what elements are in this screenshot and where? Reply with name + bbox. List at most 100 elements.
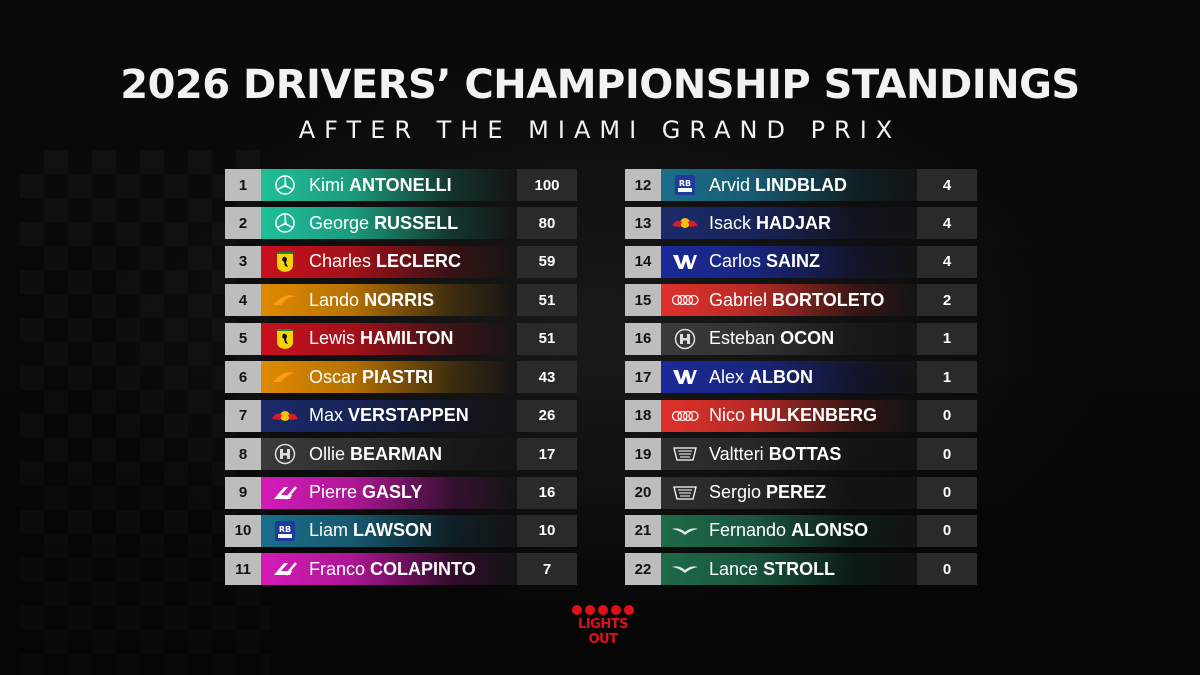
brand-wordmark: LIGHTS OUT xyxy=(578,617,628,647)
position-number: 17 xyxy=(625,361,661,394)
standings-row: 13 Isack HADJAR 4 xyxy=(625,207,977,240)
driver-cell: Lewis HAMILTON xyxy=(261,322,517,355)
driver-last-name: ALBON xyxy=(749,366,814,387)
standings-row: 16 Esteban OCON 1 xyxy=(625,322,977,355)
driver-first-name: George xyxy=(309,212,370,233)
driver-first-name: Max xyxy=(309,405,344,426)
driver-name: Fernando ALONSO xyxy=(709,520,868,541)
driver-first-name: Kimi xyxy=(309,174,344,195)
driver-name: Nico HULKENBERG xyxy=(709,405,877,426)
driver-name: Ollie BEARMAN xyxy=(309,444,442,465)
points-value: 26 xyxy=(517,399,577,432)
racing-bulls-icon: RB xyxy=(671,174,699,196)
points-value: 0 xyxy=(917,553,977,586)
position-number: 10 xyxy=(225,514,261,547)
driver-cell: Lance STROLL xyxy=(661,553,917,586)
mclaren-swoosh-icon xyxy=(271,289,299,311)
points-value: 80 xyxy=(517,207,577,240)
points-value: 10 xyxy=(517,514,577,547)
standings-row: 12 RB Arvid LINDBLAD 4 xyxy=(625,169,977,201)
driver-last-name: GASLY xyxy=(362,482,423,502)
driver-name: Esteban OCON xyxy=(709,328,834,349)
driver-cell: Charles LECLERC xyxy=(261,245,517,278)
position-number: 2 xyxy=(225,207,261,240)
position-number: 21 xyxy=(625,514,661,547)
mclaren-swoosh-icon xyxy=(271,366,299,388)
position-number: 13 xyxy=(625,207,661,240)
driver-first-name: Arvid xyxy=(709,174,751,195)
points-value: 43 xyxy=(517,361,577,394)
driver-first-name: Charles xyxy=(309,251,372,272)
points-value: 0 xyxy=(917,399,977,432)
standings-row: 1 Kimi ANTONELLI 100 xyxy=(225,169,577,201)
driver-last-name: COLAPINTO xyxy=(370,558,476,579)
standings-row: 5 Lewis HAMILTON 51 xyxy=(225,322,577,355)
driver-first-name: Lance xyxy=(709,558,759,579)
standings-row: 20 Sergio PEREZ 0 xyxy=(625,476,977,509)
haas-logo-icon xyxy=(271,443,299,465)
driver-first-name: Liam xyxy=(309,520,349,541)
standings-row: 7 Max VERSTAPPEN 26 xyxy=(225,399,577,432)
driver-cell: Esteban OCON xyxy=(661,322,917,355)
driver-name: Lando NORRIS xyxy=(309,290,434,311)
williams-w-icon xyxy=(671,366,699,388)
points-value: 2 xyxy=(917,284,977,317)
position-number: 19 xyxy=(625,438,661,471)
driver-last-name: VERSTAPPEN xyxy=(348,405,469,426)
position-number: 11 xyxy=(225,553,261,586)
position-number: 3 xyxy=(225,245,261,278)
standings-row: 11 Franco COLAPINTO 7 xyxy=(225,553,577,586)
standings-row: 22 Lance STROLL 0 xyxy=(625,553,977,586)
position-number: 20 xyxy=(625,476,661,509)
position-number: 12 xyxy=(625,169,661,201)
driver-first-name: Isack xyxy=(709,212,752,233)
points-value: 4 xyxy=(917,207,977,240)
driver-name: Lance STROLL xyxy=(709,559,835,580)
driver-first-name: Lando xyxy=(309,289,360,310)
driver-last-name: STROLL xyxy=(763,558,836,579)
driver-first-name: Esteban xyxy=(709,328,776,349)
standings-column-left: 1 Kimi ANTONELLI 100 2 George RUSSELL 80 3 Char… xyxy=(225,169,577,592)
position-number: 4 xyxy=(225,284,261,317)
driver-cell: Sergio PEREZ xyxy=(661,476,917,509)
driver-cell: Carlos SAINZ xyxy=(661,245,917,278)
svg-text:RB: RB xyxy=(279,525,291,534)
driver-first-name: Valtteri xyxy=(709,443,764,464)
driver-last-name: BORTOLETO xyxy=(772,289,885,310)
driver-cell: Oscar PIASTRI xyxy=(261,361,517,394)
position-number: 1 xyxy=(225,169,261,201)
williams-w-icon xyxy=(671,251,699,273)
position-number: 8 xyxy=(225,438,261,471)
standings-row: 8 Ollie BEARMAN 17 xyxy=(225,438,577,471)
driver-first-name: Gabriel xyxy=(709,289,768,310)
position-number: 6 xyxy=(225,361,261,394)
aston-martin-wings-icon xyxy=(671,558,699,580)
driver-name: Valtteri BOTTAS xyxy=(709,444,841,465)
ferrari-horse-icon xyxy=(271,328,299,350)
redbull-bulls-icon xyxy=(671,212,699,234)
driver-last-name: LECLERC xyxy=(376,251,462,272)
standings-column-right: 12 RB Arvid LINDBLAD 4 13 Isack HADJAR 4 14 Carl… xyxy=(625,169,977,592)
driver-name: Franco COLAPINTO xyxy=(309,559,476,580)
driver-first-name: Pierre xyxy=(309,482,358,502)
driver-last-name: HULKENBERG xyxy=(750,405,878,426)
position-number: 22 xyxy=(625,553,661,586)
position-number: 16 xyxy=(625,322,661,355)
driver-name: Charles LECLERC xyxy=(309,251,461,272)
points-value: 0 xyxy=(917,438,977,471)
driver-last-name: OCON xyxy=(780,328,835,349)
driver-cell: Gabriel BORTOLETO xyxy=(661,284,917,317)
driver-last-name: HAMILTON xyxy=(360,328,454,349)
cadillac-crest-icon xyxy=(671,482,699,504)
driver-name: Isack HADJAR xyxy=(709,213,831,234)
lights-out-logo: LIGHTS OUT xyxy=(562,605,644,647)
driver-cell: Alex ALBON xyxy=(661,361,917,394)
driver-first-name: Franco xyxy=(309,558,366,579)
points-value: 100 xyxy=(517,169,577,201)
position-number: 15 xyxy=(625,284,661,317)
aston-martin-wings-icon xyxy=(671,520,699,542)
driver-name: Carlos SAINZ xyxy=(709,251,820,272)
points-value: 51 xyxy=(517,322,577,355)
driver-name: Gabriel BORTOLETO xyxy=(709,290,884,311)
